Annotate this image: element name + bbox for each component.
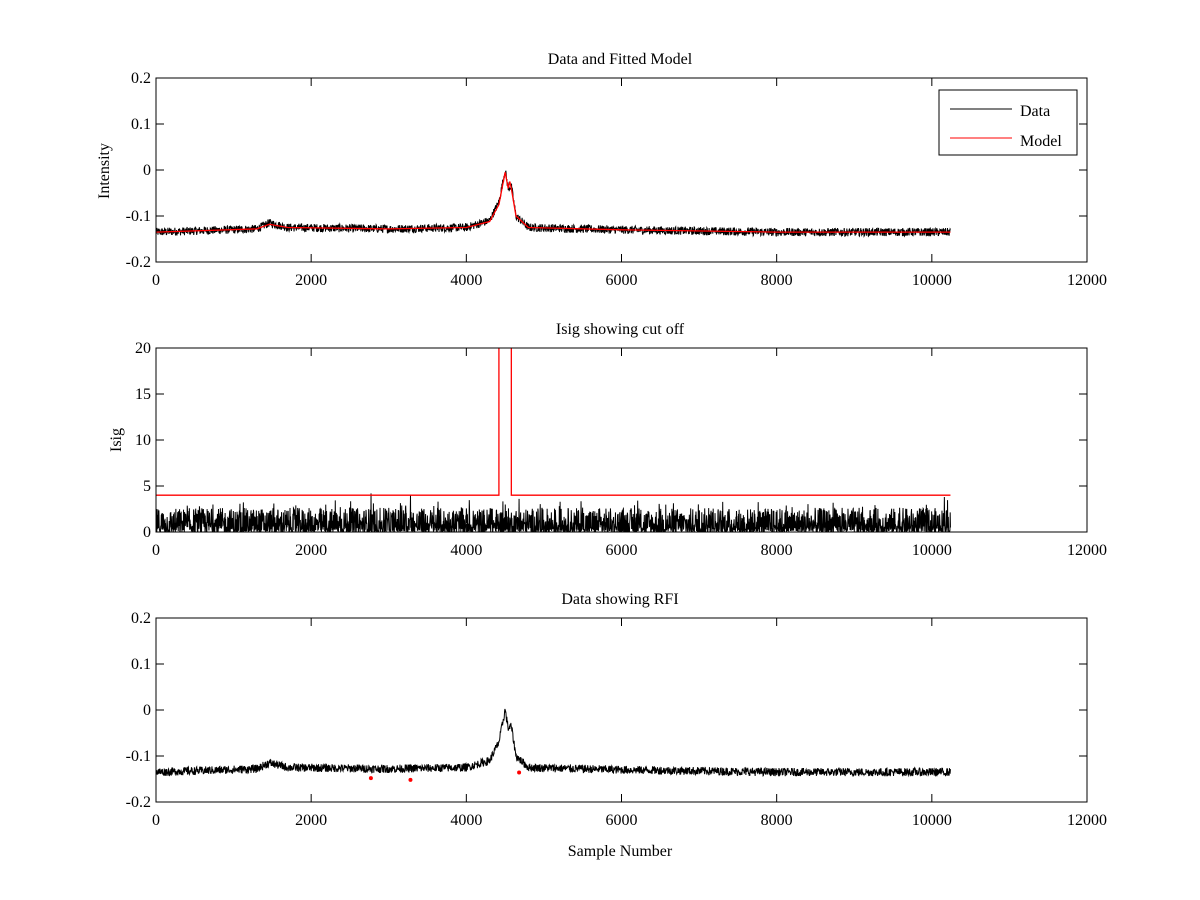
- x-tick-label: 10000: [912, 812, 952, 829]
- y-tick-label: 0: [143, 162, 151, 179]
- panel-data-fitted-model: Data and Fitted Model Intensity 0 2000 400…: [96, 51, 1107, 289]
- panel-data-rfi: Data showing RFI Sample Number 0 2000 4000…: [126, 591, 1107, 860]
- plot-title: Data and Fitted Model: [548, 51, 693, 68]
- y-tick-label: 0.2: [131, 610, 151, 627]
- series-isig-line: [156, 493, 951, 532]
- legend: Data Model: [938, 89, 1078, 156]
- x-tick-label: 10000: [912, 542, 952, 559]
- x-tick-label: 10000: [912, 272, 952, 289]
- y-tick-label: -0.2: [126, 254, 151, 271]
- y-tick-label: 20: [135, 340, 151, 357]
- y-tick-label: 15: [135, 386, 151, 403]
- plot-area: 0 2000 4000 6000 8000 10000 12000 0 5 10 15 20: [135, 340, 1107, 559]
- plot-title: Isig showing cut off: [556, 321, 685, 338]
- x-tick-label: 8000: [761, 812, 793, 829]
- x-tick-label: 8000: [761, 542, 793, 559]
- y-tick-label: 0: [143, 702, 151, 719]
- y-tick-label: -0.1: [126, 748, 151, 765]
- x-tick-label: 12000: [1067, 272, 1107, 289]
- x-tick-label: 12000: [1067, 812, 1107, 829]
- x-tick-label: 8000: [761, 272, 793, 289]
- y-tick-label: 0: [143, 524, 151, 541]
- legend-label-model: Model: [1020, 133, 1062, 150]
- y-tick-label: 0.1: [131, 116, 151, 133]
- x-tick-label: 2000: [295, 812, 327, 829]
- y-tick-label: 0.2: [131, 70, 151, 87]
- y-axis-label: Isig: [108, 428, 125, 452]
- rfi-marker: [368, 776, 373, 781]
- x-tick-label: 0: [152, 812, 160, 829]
- x-tick-label: 6000: [606, 272, 638, 289]
- series-data-line: [156, 708, 951, 778]
- y-tick-label: 0.1: [131, 656, 151, 673]
- plot-area: 0 2000 4000 6000 8000 10000 12000 -0.2 -0.1 0 0.1 0…: [126, 70, 1107, 289]
- x-tick-label: 6000: [606, 812, 638, 829]
- plot-area: 0 2000 4000 6000 8000 10000 12000 -0.2 -0.1 0 0.1 0…: [126, 610, 1107, 829]
- x-tick-label: 0: [152, 272, 160, 289]
- x-tick-label: 6000: [606, 542, 638, 559]
- plot-title: Data showing RFI: [561, 591, 678, 608]
- x-tick-label: 4000: [450, 542, 482, 559]
- y-tick-label: -0.2: [126, 794, 151, 811]
- y-tick-label: 5: [143, 478, 151, 495]
- x-tick-label: 4000: [450, 812, 482, 829]
- legend-box: [938, 89, 1078, 156]
- series-cut-off-line: [156, 348, 951, 496]
- panel-isig-cut-off: Isig showing cut off Isig 0 2000 4000 6000 8…: [108, 321, 1107, 559]
- y-tick-label: 10: [135, 432, 151, 449]
- legend-label-data: Data: [1020, 103, 1050, 120]
- x-axis-label: Sample Number: [568, 843, 673, 860]
- y-tick-label: -0.1: [126, 208, 151, 225]
- x-tick-label: 4000: [450, 272, 482, 289]
- x-tick-label: 12000: [1067, 542, 1107, 559]
- x-tick-label: 2000: [295, 272, 327, 289]
- x-tick-label: 2000: [295, 542, 327, 559]
- x-tick-label: 0: [152, 542, 160, 559]
- rfi-marker: [408, 777, 413, 782]
- series-model-line: [156, 172, 951, 233]
- y-axis-label: Intensity: [96, 143, 113, 199]
- rfi-marker: [517, 770, 522, 775]
